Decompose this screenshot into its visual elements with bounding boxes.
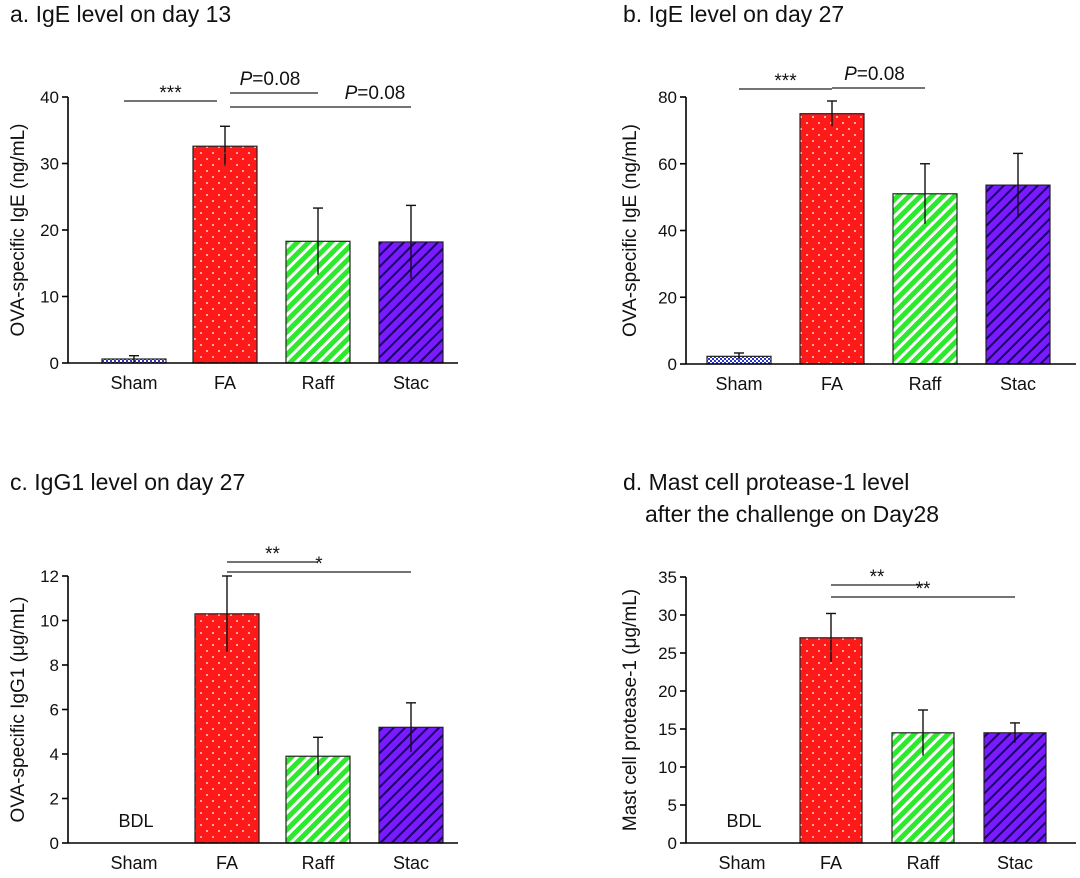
significance-label: ** (870, 567, 885, 588)
x-tick-label-stac: Stac (1000, 374, 1036, 394)
y-tick-label: 10 (658, 758, 677, 777)
y-tick-label: 5 (668, 796, 677, 815)
panel-title: c. IgG1 level on day 27 (10, 469, 245, 495)
y-axis-label: OVA-specific IgE (ng/mL) (620, 124, 641, 337)
x-tick-label-stac: Stac (997, 853, 1033, 873)
y-tick-label: 0 (50, 834, 59, 853)
y-tick-label: 40 (40, 88, 59, 107)
y-tick-label: 10 (40, 612, 59, 631)
y-tick-label: 40 (658, 222, 677, 241)
y-axis-label: OVA-specific IgG1 (μg/mL) (8, 597, 29, 823)
y-tick-label: 20 (40, 221, 59, 240)
panel-title-line2: after the challenge on Day28 (645, 501, 939, 527)
x-tick-label-sham: Sham (715, 374, 762, 394)
bar-fa (799, 637, 863, 844)
y-tick-label: 10 (40, 288, 59, 307)
panel-title: b. IgE level on day 27 (623, 1, 844, 27)
panel-title: d. Mast cell protease-1 level (623, 469, 909, 495)
y-tick-label: 35 (658, 568, 677, 587)
y-tick-label: 15 (658, 720, 677, 739)
x-tick-label-raff: Raff (909, 374, 943, 394)
x-tick-label-fa: FA (216, 853, 238, 873)
y-tick-label: 0 (668, 834, 677, 853)
x-tick-label-raff: Raff (302, 853, 336, 873)
y-axis-label: OVA-specific IgE (ng/mL) (8, 124, 29, 337)
x-tick-label-fa: FA (214, 373, 236, 393)
panel-c: c. IgG1 level on day 27 OVA-specific IgG1… (8, 469, 458, 873)
x-tick-label-sham: Sham (110, 373, 157, 393)
panel-a: a. IgE level on day 13 OVA-specific IgE (… (8, 1, 458, 393)
x-tick-label-fa: FA (821, 374, 843, 394)
y-tick-label: 20 (658, 682, 677, 701)
x-tick-label-stac: Stac (393, 853, 429, 873)
x-tick-label-raff: Raff (907, 853, 941, 873)
significance-label: ** (265, 544, 280, 565)
bar-fa (192, 145, 258, 364)
y-tick-label: 60 (658, 155, 677, 174)
significance-label: P=0.08 (844, 64, 905, 85)
y-tick-label: 0 (50, 354, 59, 373)
y-tick-label: 12 (40, 567, 59, 586)
bar-fa (194, 613, 260, 844)
y-tick-label: 6 (50, 701, 59, 720)
y-tick-label: 80 (658, 88, 677, 107)
panel-title: a. IgE level on day 13 (10, 1, 231, 27)
bar-stac (983, 732, 1047, 844)
y-tick-label: 25 (658, 644, 677, 663)
y-tick-label: 20 (658, 288, 677, 307)
significance-label: P=0.08 (345, 83, 406, 104)
y-tick-label: 8 (50, 656, 59, 675)
panel-b: b. IgE level on day 27 OVA-specific IgE (… (620, 1, 1076, 394)
y-tick-label: 2 (50, 790, 59, 809)
x-tick-label-fa: FA (820, 853, 842, 873)
bar-fa (799, 113, 865, 365)
bar-annotation-sham: BDL (118, 811, 153, 831)
significance-label: P=0.08 (240, 69, 301, 90)
x-tick-label-raff: Raff (302, 373, 336, 393)
bar-annotation-sham: BDL (726, 811, 761, 831)
y-tick-label: 4 (50, 745, 59, 764)
x-tick-label-sham: Sham (110, 853, 157, 873)
x-tick-label-stac: Stac (393, 373, 429, 393)
y-tick-label: 0 (668, 355, 677, 374)
significance-label: *** (159, 83, 182, 104)
panel-d: d. Mast cell protease-1 level after the c… (620, 469, 1076, 873)
y-axis-label: Mast cell protease-1 (μg/mL) (620, 589, 641, 831)
y-tick-label: 30 (40, 155, 59, 174)
significance-label: *** (774, 71, 797, 92)
x-tick-label-sham: Sham (718, 853, 765, 873)
y-tick-label: 30 (658, 606, 677, 625)
significance-label: ** (916, 579, 931, 600)
significance-label: * (315, 554, 323, 575)
